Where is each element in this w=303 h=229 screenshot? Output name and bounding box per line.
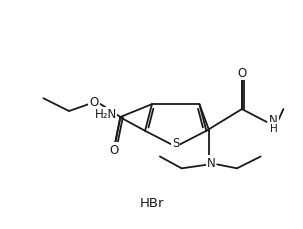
Text: S: S: [172, 136, 179, 150]
Text: O: O: [89, 95, 98, 108]
Text: N: N: [207, 156, 216, 169]
Text: O: O: [237, 67, 247, 80]
Text: H₂N: H₂N: [95, 108, 117, 121]
Text: HBr: HBr: [140, 196, 164, 210]
Text: N: N: [269, 114, 278, 127]
Text: O: O: [110, 143, 119, 156]
Text: H: H: [270, 123, 277, 133]
